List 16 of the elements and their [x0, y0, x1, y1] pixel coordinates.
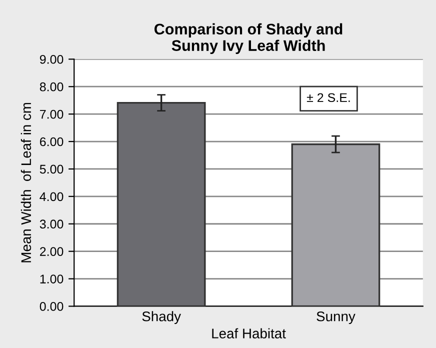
y-tick-label: 2.00 [40, 247, 64, 256]
annotation: ± 2 S.E. [306, 93, 350, 102]
chart-title: Comparison of Shady and Sunny Ivy Leaf Width [154, 23, 342, 54]
y-tick-label: 6.00 [40, 137, 64, 146]
y-tick-label: 5.00 [40, 164, 64, 174]
y-tick-label: 1.00 [40, 274, 64, 284]
y-axis-title: Mean Width of Leaf in cm [20, 102, 32, 262]
y-tick-label: 7.00 [40, 110, 64, 119]
x-tick-label: Shady [142, 311, 181, 324]
y-tick-label: 4.00 [40, 192, 64, 202]
x-axis-title: Leaf Habitat [212, 328, 286, 338]
y-tick-label: 9.00 [40, 54, 64, 64]
y-tick-label: 0.00 [40, 302, 64, 311]
y-tick-label: 3.00 [40, 220, 64, 229]
x-tick-label: Sunny [316, 311, 356, 324]
y-tick-label: 8.00 [40, 82, 64, 92]
